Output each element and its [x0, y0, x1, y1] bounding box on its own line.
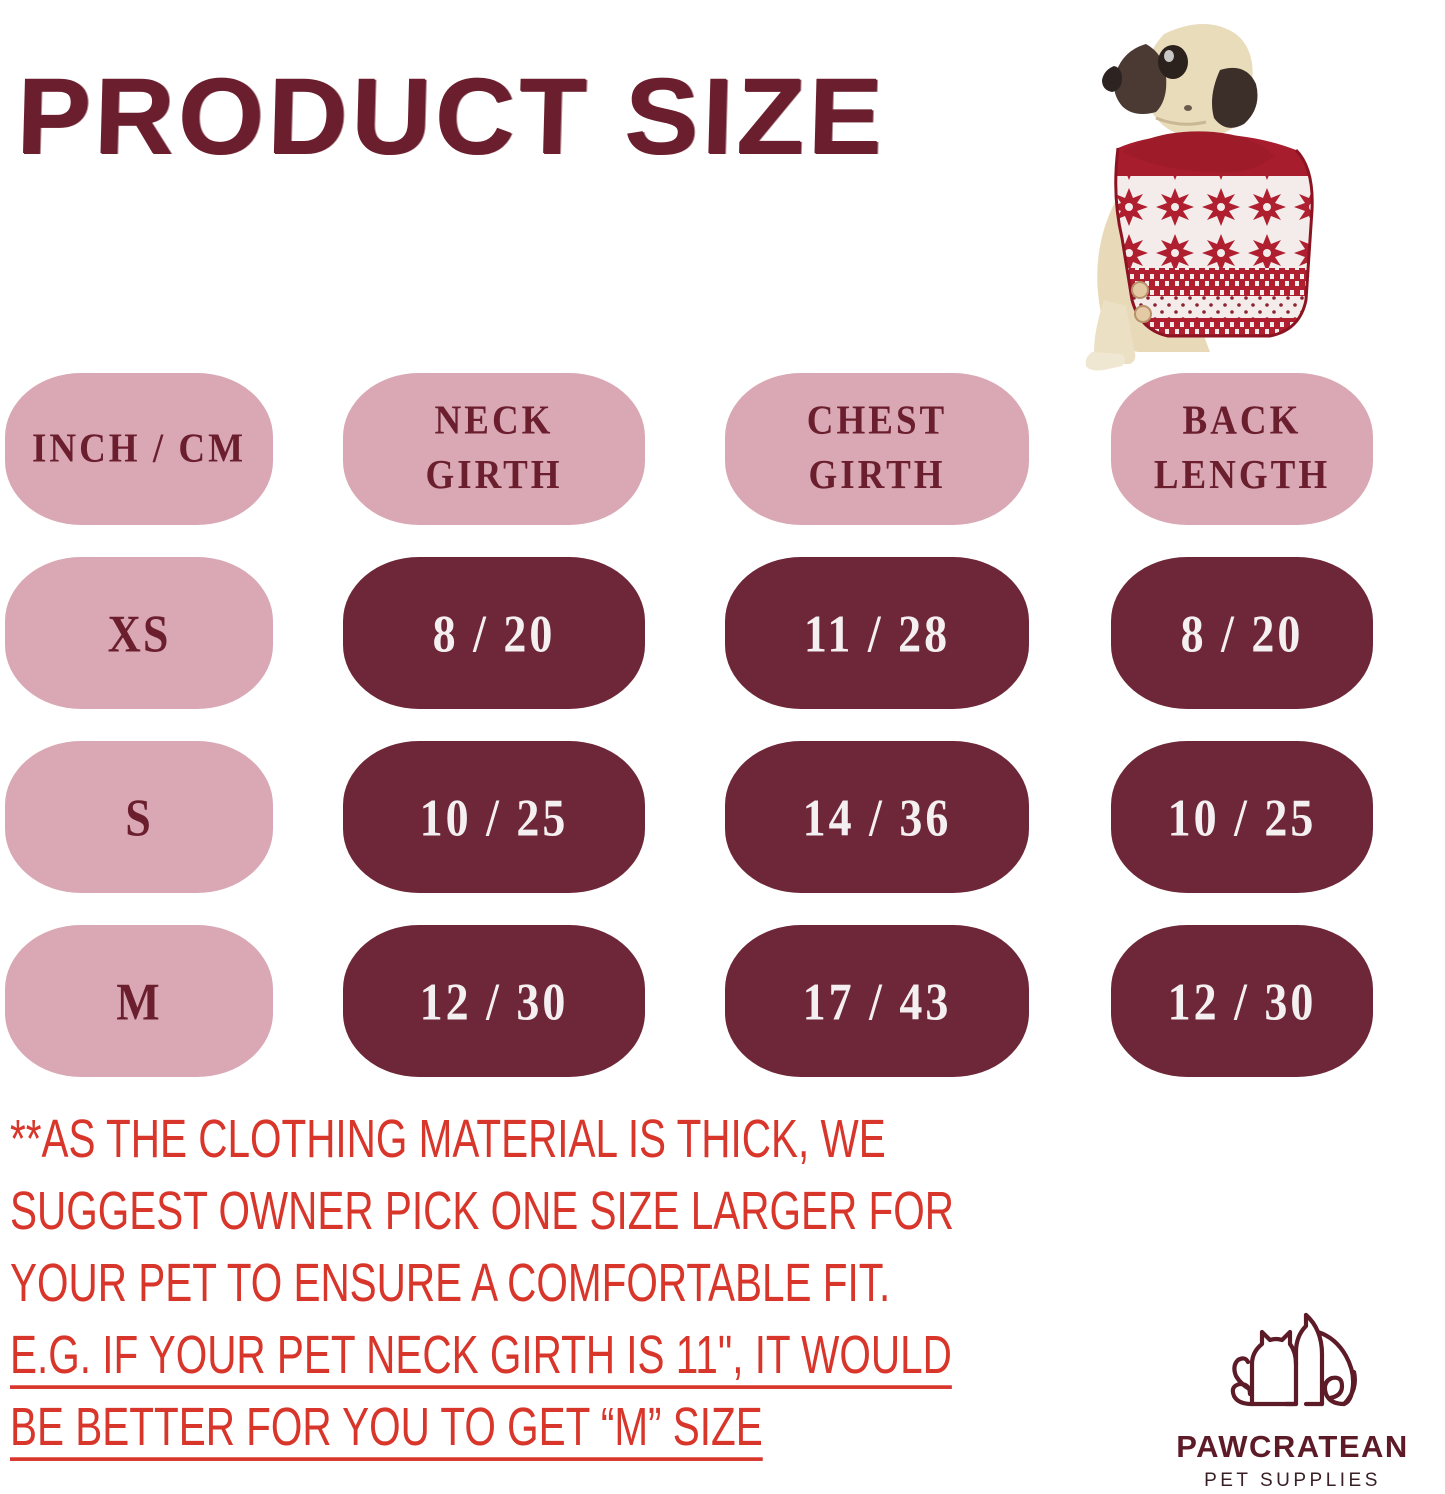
table-row: S 10 / 25 14 / 36 10 / 25 [0, 741, 1445, 893]
footnote-line: **AS THE CLOTHING MATERIAL IS THICK, WE [10, 1109, 886, 1170]
footnote-line: YOUR PET TO ENSURE A COMFORTABLE FIT. [10, 1253, 891, 1314]
header-cell-chest-girth: CHEST GIRTH [725, 373, 1029, 525]
table-row: M 12 / 30 17 / 43 12 / 30 [0, 925, 1445, 1077]
value-cell-chest-girth: 17 / 43 [725, 925, 1029, 1077]
value-cell-back-length: 12 / 30 [1111, 925, 1373, 1077]
header-line-1: BACK [1182, 397, 1302, 444]
header-line-2: GIRTH [425, 452, 563, 499]
value-cell-neck-girth: 12 / 30 [343, 925, 645, 1077]
value-cell-back-length: 8 / 20 [1111, 557, 1373, 709]
value-cell-chest-girth: 11 / 28 [725, 557, 1029, 709]
page-title: PRODUCT SIZE [14, 55, 888, 176]
value-chest-girth: 17 / 43 [802, 971, 952, 1031]
header-line-1: CHEST [806, 397, 948, 444]
size-label-cell: XS [5, 557, 273, 709]
size-label-cell: S [5, 741, 273, 893]
sizing-footnote: **AS THE CLOTHING MATERIAL IS THICK, WE … [10, 1113, 1080, 1478]
size-label: XS [107, 603, 171, 663]
header-cell-neck-girth: NECK GIRTH [343, 373, 645, 525]
header-label-back-length: BACK LENGTH [1154, 394, 1330, 503]
size-label: S [125, 787, 153, 847]
header-line-2: LENGTH [1153, 452, 1331, 499]
value-cell-neck-girth: 8 / 20 [343, 557, 645, 709]
value-neck-girth: 10 / 25 [419, 787, 569, 847]
footnote-line: E.G. IF YOUR PET NECK GIRTH IS 11", IT W… [10, 1325, 952, 1386]
value-cell-chest-girth: 14 / 36 [725, 741, 1029, 893]
brand-name: PAWCRATEAN [1176, 1429, 1409, 1464]
footnote-line: BE BETTER FOR YOU TO GET “M” SIZE [10, 1397, 763, 1458]
brand-logo: PAWCRATEAN PET SUPPLIES [1150, 1312, 1435, 1492]
table-header-row: INCH / CM NECK GIRTH CHEST GIRTH BACK LE… [0, 373, 1445, 525]
value-cell-neck-girth: 10 / 25 [343, 741, 645, 893]
value-neck-girth: 8 / 20 [432, 603, 556, 663]
size-table: INCH / CM NECK GIRTH CHEST GIRTH BACK LE… [0, 373, 1445, 1109]
header-label-neck-girth: NECK GIRTH [425, 394, 562, 503]
header-line-1: NECK [434, 397, 554, 444]
value-back-length: 8 / 20 [1180, 603, 1304, 663]
value-back-length: 10 / 25 [1167, 787, 1317, 847]
value-back-length: 12 / 30 [1167, 971, 1317, 1031]
product-photo-dog-in-sweater [1060, 0, 1390, 390]
value-cell-back-length: 10 / 25 [1111, 741, 1373, 893]
header-cell-back-length: BACK LENGTH [1111, 373, 1373, 525]
header-line-2: GIRTH [808, 452, 946, 499]
header-label-chest-girth: CHEST GIRTH [807, 394, 947, 503]
header-cell-inch-cm: INCH / CM [5, 373, 273, 525]
cat-and-dog-outline-icon [1150, 1312, 1435, 1425]
value-chest-girth: 11 / 28 [803, 603, 951, 663]
footnote-line: SUGGEST OWNER PICK ONE SIZE LARGER FOR [10, 1181, 954, 1242]
header-label-inch-cm: INCH / CM [31, 425, 247, 471]
brand-tagline: PET SUPPLIES [1204, 1470, 1381, 1491]
size-label: M [116, 971, 162, 1031]
table-row: XS 8 / 20 11 / 28 8 / 20 [0, 557, 1445, 709]
value-neck-girth: 12 / 30 [419, 971, 569, 1031]
size-label-cell: M [5, 925, 273, 1077]
value-chest-girth: 14 / 36 [802, 787, 952, 847]
